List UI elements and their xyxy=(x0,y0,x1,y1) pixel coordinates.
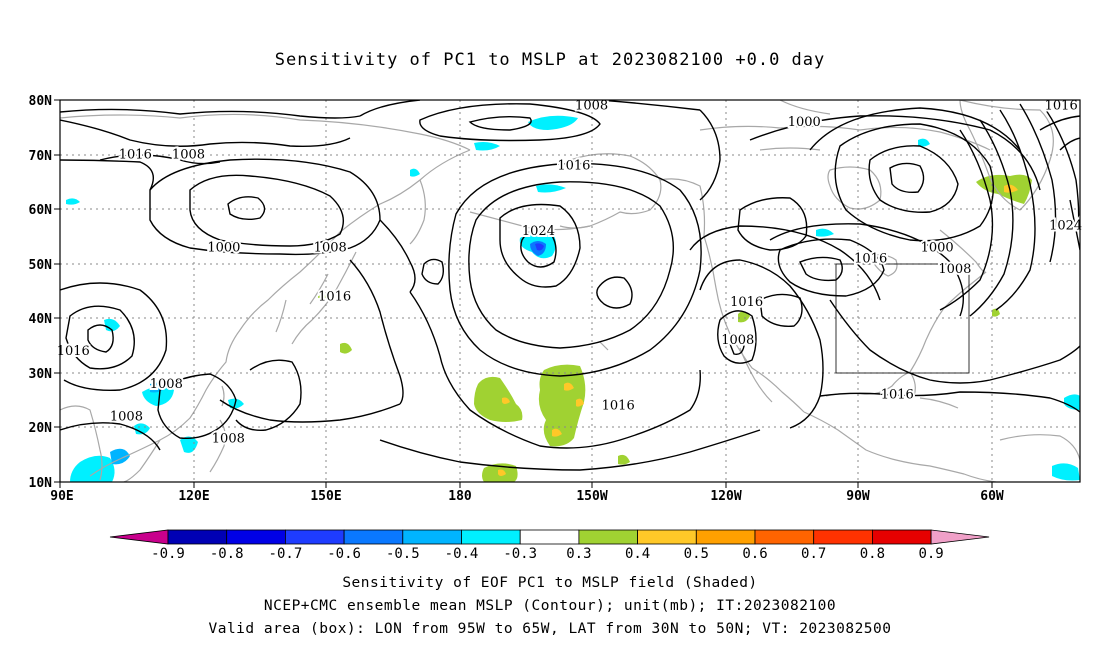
colorbar-segment xyxy=(754,529,815,545)
colorbar-tick-label: 0.5 xyxy=(684,546,709,562)
contour-label: 1016 xyxy=(318,289,351,304)
contour-label: 1016 xyxy=(854,251,887,266)
contour-label: 1016 xyxy=(881,388,914,403)
contour-label: 1008 xyxy=(110,410,143,425)
contour-label: 1008 xyxy=(172,148,205,163)
contour-label: 1016 xyxy=(730,295,763,310)
map-title: Sensitivity of PC1 to MSLP at 2023082100… xyxy=(274,50,826,70)
lat-label: 80N xyxy=(29,94,53,109)
mslp-contours xyxy=(60,100,1080,471)
lat-label: 30N xyxy=(29,367,53,382)
contour-label: 1008 xyxy=(314,240,347,255)
contour-label: 1016 xyxy=(57,344,90,359)
colorbar-tick-label: -0.7 xyxy=(269,546,303,562)
lon-label: 120W xyxy=(710,489,741,504)
contour-label: 1008 xyxy=(575,98,608,113)
colorbar-tick-label: 0.6 xyxy=(742,546,767,562)
colorbar-tick-label: -0.6 xyxy=(327,546,361,562)
colorbar-segment xyxy=(519,529,580,545)
colorbar xyxy=(109,529,990,545)
lat-label: 70N xyxy=(29,149,53,164)
colorbar-segment xyxy=(813,529,873,545)
lon-label: 150W xyxy=(576,489,607,504)
contour-label: 1008 xyxy=(150,377,183,392)
coastlines xyxy=(60,100,1080,482)
colorbar-tick-label: 0.3 xyxy=(566,546,591,562)
valid-area-box xyxy=(835,263,970,374)
colorbar-tick-label: -0.5 xyxy=(386,546,420,562)
contour-labels: 1008 1016 1000 1016 1008 1016 1024 1000 1008 1016… xyxy=(55,96,1084,448)
colorbar-segment xyxy=(343,529,404,545)
map-frame xyxy=(59,99,1081,483)
colorbar-segment xyxy=(872,529,932,545)
sensitivity-shading xyxy=(66,115,1080,482)
lon-label: 60W xyxy=(980,489,1004,504)
colorbar-segment xyxy=(695,529,756,545)
colorbar-segment xyxy=(402,529,462,545)
axis-ticks xyxy=(54,99,993,488)
colorbar-segment xyxy=(578,529,639,545)
colorbar-segment xyxy=(167,529,228,545)
lon-label: 90E xyxy=(50,489,73,504)
colorbar-tick-label: 0.7 xyxy=(801,546,826,562)
contour-label: 1016 xyxy=(602,399,635,414)
lat-label: 50N xyxy=(29,258,53,273)
contour-label: 1008 xyxy=(938,262,971,277)
lat-label: 40N xyxy=(29,312,53,327)
colorbar-segment xyxy=(226,529,286,545)
colorbar-labels: -0.9 -0.8 -0.7 -0.6 -0.5 -0.4 -0.3 0.3 0.4 0.5 0.6… xyxy=(151,546,944,562)
caption-valid-area: Valid area (box): LON from 95W to 65W, L… xyxy=(208,621,892,637)
colorbar-segment xyxy=(284,529,345,545)
colorbar-segment xyxy=(637,529,697,545)
contour-label: 1024 xyxy=(1049,219,1082,234)
lat-label: 10N xyxy=(29,476,53,491)
lon-label: 180 xyxy=(448,489,472,504)
contour-label: 1008 xyxy=(212,431,245,446)
colorbar-tick-label: 0.8 xyxy=(860,546,885,562)
contour-label: 1000 xyxy=(921,240,954,255)
contour-label: 1016 xyxy=(1045,98,1078,113)
colorbar-tick-label: -0.8 xyxy=(210,546,244,562)
contour-label: 1016 xyxy=(119,148,152,163)
colorbar-extend-high xyxy=(930,529,990,545)
lat-label: 60N xyxy=(29,203,53,218)
latitude-labels: 80N 70N 60N 50N 40N 30N 20N 10N xyxy=(29,94,53,491)
colorbar-tick-label: -0.9 xyxy=(151,546,185,562)
lat-label: 20N xyxy=(29,421,53,436)
lon-label: 90W xyxy=(846,489,870,504)
caption-contour: NCEP+CMC ensemble mean MSLP (Contour); u… xyxy=(263,598,837,614)
colorbar-tick-label: 0.4 xyxy=(625,546,650,562)
contour-label: 1024 xyxy=(522,224,555,239)
lat-lon-grid xyxy=(60,100,1080,482)
contour-label: 1000 xyxy=(207,240,240,255)
longitude-labels: 90E 120E 150E 180 150W 120W 90W 60W xyxy=(50,489,1004,504)
colorbar-tick-label: 0.9 xyxy=(918,546,943,562)
colorbar-segment xyxy=(461,529,521,545)
lon-label: 120E xyxy=(178,489,209,504)
contour-label: 1008 xyxy=(721,333,754,348)
contour-label: 1016 xyxy=(557,158,590,173)
caption-shading: Sensitivity of EOF PC1 to MSLP field (Sh… xyxy=(342,575,758,591)
colorbar-tick-label: -0.4 xyxy=(445,546,479,562)
colorbar-extend-low xyxy=(109,529,169,545)
colorbar-tick-label: -0.3 xyxy=(503,546,537,562)
contour-label: 1000 xyxy=(788,115,821,130)
lon-label: 150E xyxy=(310,489,341,504)
